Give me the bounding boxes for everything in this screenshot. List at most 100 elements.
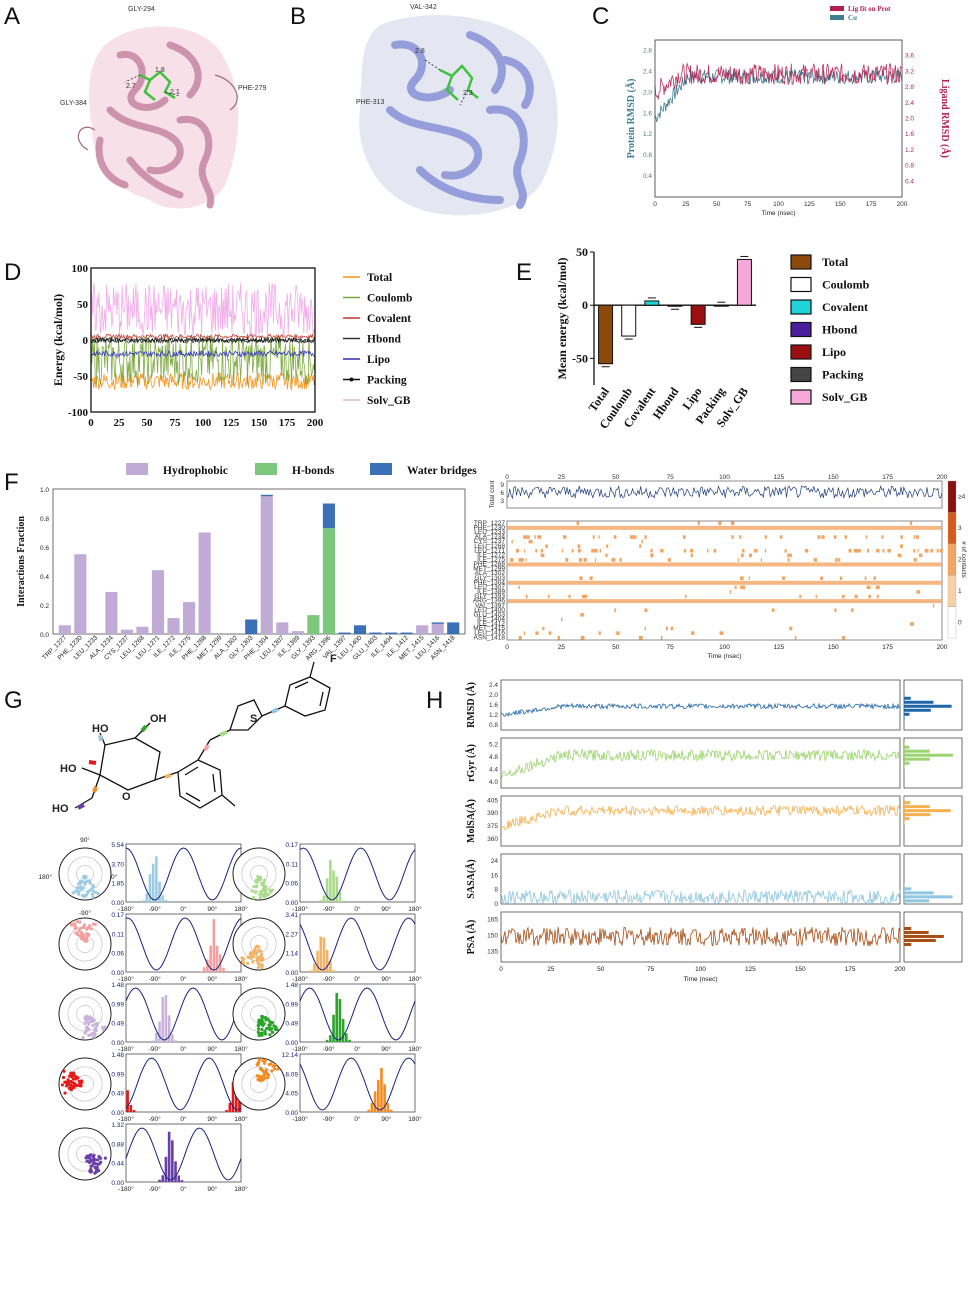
property-histogram-bar (904, 716, 905, 720)
y-axis-left-label: Protein RMSD (Å) (625, 79, 637, 159)
property-y-tick-label: 1.2 (489, 712, 498, 719)
polar-point (101, 1025, 105, 1029)
polar-point (270, 1069, 274, 1073)
heatmap-row-band (507, 525, 942, 530)
atom-f: F (330, 653, 337, 665)
bar-val_1397-water-bridges (338, 632, 351, 634)
bar-phe_1230-hydrophobic (74, 554, 87, 634)
heatmap-cell (577, 544, 581, 548)
property-histogram-bar (904, 700, 934, 704)
heatmap-cell (787, 553, 791, 558)
panel-label-d: D (4, 259, 21, 286)
property-histogram-bar (904, 926, 912, 930)
torsion-y-tick-label: 0.17 (285, 842, 298, 849)
torsion-energy-profile (299, 987, 416, 1041)
polar-plot-frame (58, 987, 112, 1041)
polar-point (63, 1080, 67, 1084)
polar-point (260, 1027, 264, 1031)
legend-label: Hbond (367, 334, 401, 346)
property-y-tick-label: 16 (491, 872, 499, 879)
ligand-atom-labels: HO OH HO HO O S F (52, 653, 337, 815)
polar-point (88, 1160, 92, 1165)
heatmap-cell (614, 608, 616, 613)
torsion-plot-frame (125, 913, 242, 973)
polar-point (77, 882, 81, 886)
heatmap-cell (557, 635, 560, 640)
heatmap-cell (764, 535, 767, 539)
polar-point (258, 895, 262, 900)
polar-point (94, 891, 98, 895)
protein-structure-a (77, 26, 239, 209)
heatmap-cell (599, 548, 602, 553)
property-histogram-bar (904, 895, 953, 899)
bar-phe_1288-hydrophobic (198, 532, 211, 634)
property-histogram-bar (904, 891, 934, 895)
heatmap-cell (534, 535, 536, 539)
property-y-tick-label: 405 (487, 797, 498, 804)
histogram-bar (345, 1033, 348, 1042)
polar-point (255, 959, 259, 963)
y-left-tick-label: 0.4 (643, 173, 652, 180)
heatmap-cell (523, 631, 526, 635)
row-label: TRP_1227 (474, 520, 505, 527)
heatmap-cell (682, 535, 686, 539)
heatmap-cell (741, 585, 745, 590)
polar-point (260, 1033, 264, 1037)
torsion-y-tick-label: 0.00 (285, 1040, 298, 1047)
histogram-bar (383, 1084, 386, 1112)
y-tick-label: 50 (77, 299, 89, 311)
polar-point (77, 890, 81, 894)
polar-point (85, 932, 89, 936)
histogram-bar (325, 1039, 329, 1042)
torsion-x-tick-label: -180° (118, 1115, 134, 1123)
histogram-bar (174, 1040, 177, 1042)
heatmap-cell (524, 548, 526, 553)
polar-ring (67, 1136, 103, 1172)
torsion-x-tick-label: 90° (207, 1045, 217, 1053)
polar-point (87, 1033, 91, 1037)
torsion-x-tick-label: 90° (207, 905, 217, 913)
polar-point (89, 927, 93, 931)
row-label: LEU_1268 (474, 543, 505, 550)
bar-ile_1275-hydrophobic (183, 602, 196, 634)
torsion-x-tick-label: -180° (292, 1045, 308, 1053)
polar-point (258, 892, 262, 896)
property-histogram-bar (904, 761, 910, 765)
x-tick-label: 150 (795, 966, 806, 973)
colorbar-segment (947, 543, 957, 576)
bar-leu_1416-water-bridges (431, 622, 444, 624)
x-tick-label: 75 (170, 417, 182, 429)
heatmap-cell (740, 585, 742, 590)
torsion-x-tick-label: -90° (149, 1115, 161, 1123)
heatmap-cell (789, 626, 793, 631)
y-tick-label: 0.0 (40, 632, 49, 639)
histogram-bar (329, 961, 332, 972)
polar-point (262, 1022, 266, 1026)
histogram-bar (231, 1082, 235, 1112)
polar-point (266, 1075, 270, 1080)
legend-swatch (790, 344, 812, 360)
property-y-tick-label: 4.0 (489, 779, 498, 786)
polar-plot-frame (232, 917, 286, 971)
heatmap-cell (650, 553, 654, 558)
torsion-x-tick-label: 0° (180, 1115, 187, 1123)
y-left-tick-label: 1.6 (643, 110, 652, 117)
heatmap-cell (784, 548, 787, 553)
x-tick-label: 175 (845, 966, 856, 973)
polar-point (78, 927, 82, 931)
heatmap-cell (591, 548, 595, 553)
heatmap-cell (578, 558, 583, 562)
x-tick-label: 175 (279, 417, 296, 429)
histogram-bar (142, 900, 145, 902)
heatmap-cell (729, 590, 732, 594)
torsion-x-tick-label: 180° (408, 975, 422, 983)
torsion-x-tick-label: -180° (118, 1045, 134, 1053)
polar-point (82, 934, 86, 938)
legend-label: Lipo (822, 345, 846, 359)
polar-point (83, 1016, 87, 1020)
y-tick-label: -50 (73, 371, 88, 383)
polar-point (92, 1153, 96, 1157)
polar-point (256, 965, 260, 969)
legend-label: Water bridges (407, 465, 477, 477)
property-y-tick-label: 1.6 (489, 702, 498, 709)
